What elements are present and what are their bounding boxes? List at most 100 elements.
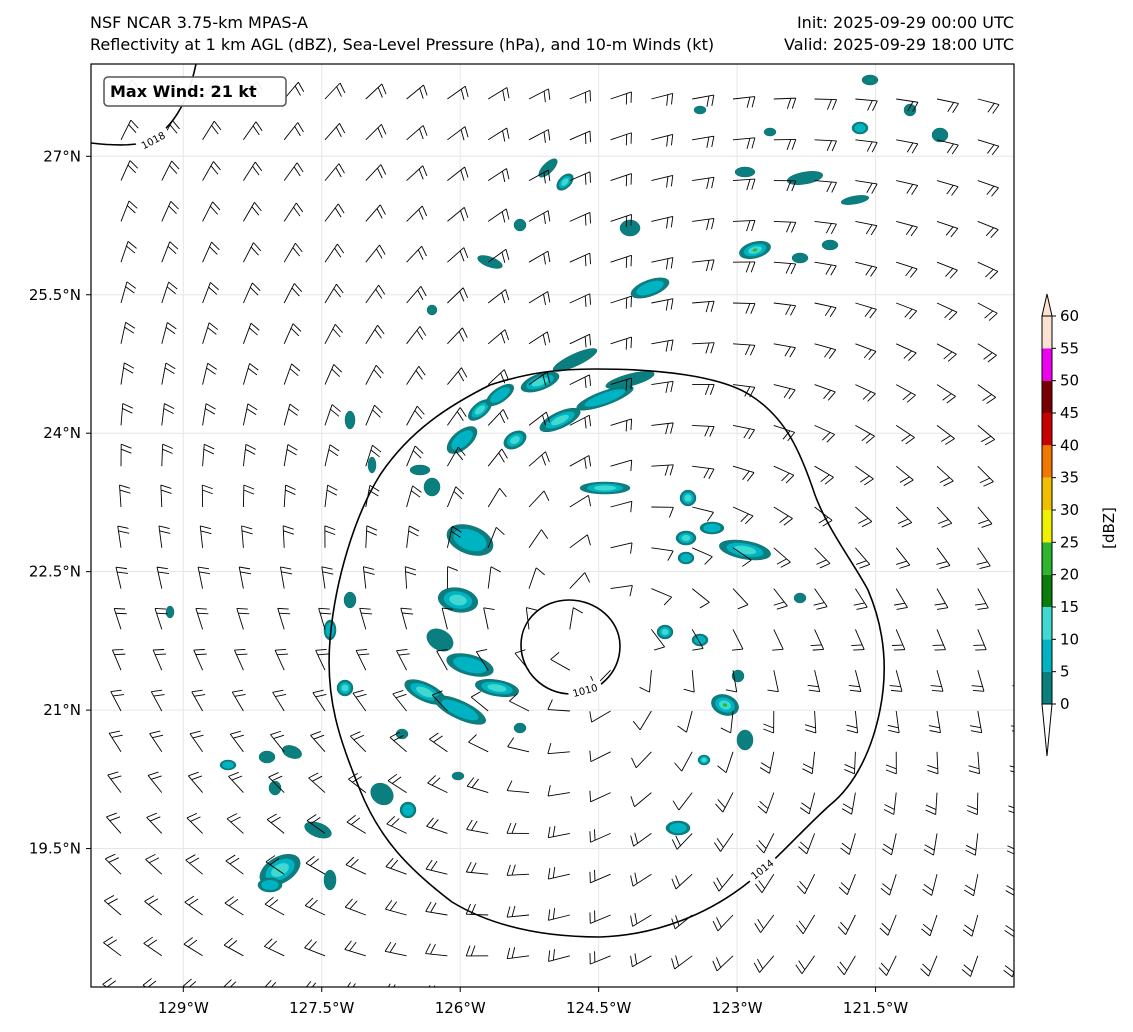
wind-barb: [651, 547, 674, 561]
wind-barb: [610, 173, 632, 187]
wind-barb: [487, 526, 505, 548]
reflectivity-cell: [474, 405, 486, 415]
wind-barb: [365, 123, 387, 141]
wind-barb: [651, 629, 666, 651]
wind-barb: [283, 122, 304, 141]
wind-barb: [732, 220, 756, 232]
wind-barb: [324, 525, 336, 548]
reflectivity-cell: [304, 821, 332, 839]
wind-barb: [242, 363, 259, 385]
wind-barb: [224, 896, 244, 916]
reflectivity-cell: [701, 757, 707, 763]
wind-barb: [855, 180, 878, 194]
wind-barb: [528, 129, 551, 143]
colorbar-segment: [1042, 542, 1052, 575]
wind-barb: [936, 261, 958, 279]
wind-barb: [202, 161, 221, 181]
wind-barb: [150, 689, 165, 712]
wind-barb: [569, 293, 591, 307]
wind-barb: [147, 771, 163, 793]
colorbar-segment: [1042, 510, 1052, 543]
wind-barb: [406, 84, 428, 100]
wind-barb: [324, 404, 341, 426]
wind-barb: [672, 792, 693, 811]
wind-barb: [814, 261, 837, 276]
wind-barb: [930, 670, 944, 692]
reflectivity-cell: [661, 628, 669, 636]
wind-barb: [692, 506, 714, 522]
wind-barb: [242, 403, 258, 426]
wind-barb: [487, 168, 510, 183]
wind-barb: [569, 333, 592, 348]
wind-barb: [936, 465, 954, 487]
wind-barb: [928, 710, 941, 734]
wind-barb: [732, 506, 754, 525]
wind-barb: [814, 424, 835, 443]
wind-barb: [589, 869, 611, 884]
wind-barb: [406, 245, 427, 263]
wind-barb: [447, 327, 468, 345]
wind-barb: [406, 366, 426, 385]
wind-barb: [855, 302, 877, 319]
wind-barb: [228, 771, 244, 793]
wind-barb: [202, 120, 222, 141]
wind-barb: [692, 300, 715, 313]
wind-barb: [1004, 925, 1014, 937]
wind-barb: [202, 362, 218, 385]
wind-barb: [1014, 629, 1027, 650]
wind-barb: [814, 302, 837, 318]
wind-barb: [406, 326, 427, 345]
wind-barb: [759, 751, 775, 774]
wind-barb: [773, 588, 788, 610]
wind-barb: [547, 825, 570, 839]
wind-barb: [651, 464, 674, 476]
field-description: Reflectivity at 1 km AGL (dBZ), Sea-Leve…: [90, 35, 715, 54]
lon-tick-label: 127.5°W: [289, 999, 354, 1017]
wind-barb: [885, 751, 897, 775]
wind-barb: [113, 608, 127, 630]
wind-barb: [732, 178, 756, 191]
wind-barb: [753, 955, 775, 973]
wind-barb: [446, 486, 465, 508]
wind-barb: [447, 166, 469, 181]
wind-barb: [425, 943, 448, 957]
wind-barb: [720, 710, 734, 734]
wind-barb: [692, 465, 715, 479]
wind-barb: [160, 484, 172, 508]
wind-barb: [814, 384, 836, 401]
wind-barb: [977, 302, 998, 321]
wind-barb: [569, 455, 592, 469]
wind-barb: [362, 566, 375, 589]
wind-barb: [964, 874, 979, 897]
reflectivity-cell: [669, 822, 687, 834]
wind-barb: [977, 343, 997, 363]
wind-barb: [713, 873, 734, 892]
wind-barb: [103, 936, 122, 957]
wind-barb: [202, 403, 216, 426]
wind-barb: [671, 955, 693, 970]
wind-barb: [528, 451, 550, 467]
wind-barb: [193, 649, 207, 671]
wind-barb: [936, 425, 955, 445]
wind-barb: [145, 854, 163, 875]
wind-barb: [283, 242, 303, 263]
wind-barb: [889, 670, 903, 692]
reflectivity-cell: [282, 745, 302, 759]
wind-barb: [895, 465, 914, 486]
wind-barb: [283, 202, 304, 222]
wind-barb: [270, 730, 285, 753]
wind-barb: [1006, 845, 1014, 855]
wind-barb: [189, 730, 204, 753]
wind-barb: [923, 833, 938, 856]
wind-barb: [324, 203, 345, 222]
wind-barb: [406, 165, 428, 181]
valid-time: Valid: 2025-09-29 18:00 UTC: [783, 35, 1014, 54]
wind-barb: [241, 525, 253, 548]
wind-barb: [891, 629, 906, 651]
wind-barb: [277, 607, 291, 630]
wind-barb: [936, 302, 958, 321]
wind-barb: [120, 160, 139, 181]
wind-barb: [807, 670, 821, 693]
wind-barb: [389, 731, 407, 753]
